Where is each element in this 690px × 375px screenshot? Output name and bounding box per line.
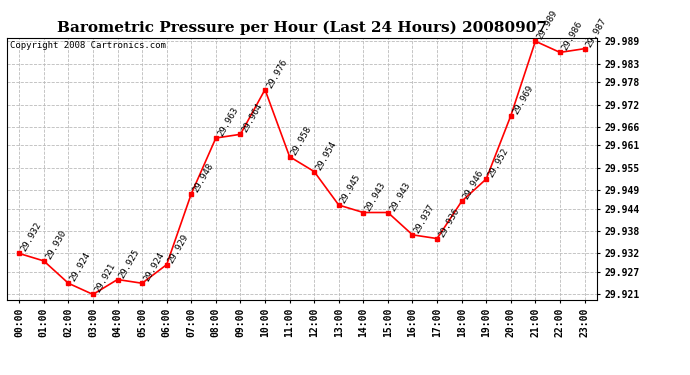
Title: Barometric Pressure per Hour (Last 24 Hours) 20080907: Barometric Pressure per Hour (Last 24 Ho… <box>57 21 547 35</box>
Text: 29.952: 29.952 <box>486 147 510 179</box>
Text: 29.987: 29.987 <box>584 16 609 49</box>
Text: 29.948: 29.948 <box>191 162 215 194</box>
Text: 29.921: 29.921 <box>93 262 117 294</box>
Text: 29.937: 29.937 <box>413 202 436 235</box>
Text: 29.976: 29.976 <box>265 57 289 90</box>
Text: 29.924: 29.924 <box>142 251 166 283</box>
Text: 29.943: 29.943 <box>364 180 387 213</box>
Text: 29.943: 29.943 <box>388 180 412 213</box>
Text: Copyright 2008 Cartronics.com: Copyright 2008 Cartronics.com <box>10 42 166 51</box>
Text: 29.964: 29.964 <box>240 102 264 134</box>
Text: 29.924: 29.924 <box>68 251 92 283</box>
Text: 29.932: 29.932 <box>19 221 43 254</box>
Text: 29.946: 29.946 <box>462 169 486 201</box>
Text: 29.929: 29.929 <box>167 232 190 265</box>
Text: 29.958: 29.958 <box>290 124 313 157</box>
Text: 29.954: 29.954 <box>314 139 338 171</box>
Text: 29.963: 29.963 <box>216 106 239 138</box>
Text: 29.925: 29.925 <box>117 247 141 279</box>
Text: 29.969: 29.969 <box>511 83 535 116</box>
Text: 29.936: 29.936 <box>437 206 461 238</box>
Text: 29.930: 29.930 <box>43 228 68 261</box>
Text: 29.945: 29.945 <box>339 172 363 205</box>
Text: 29.986: 29.986 <box>560 20 584 53</box>
Text: 29.989: 29.989 <box>535 9 560 41</box>
